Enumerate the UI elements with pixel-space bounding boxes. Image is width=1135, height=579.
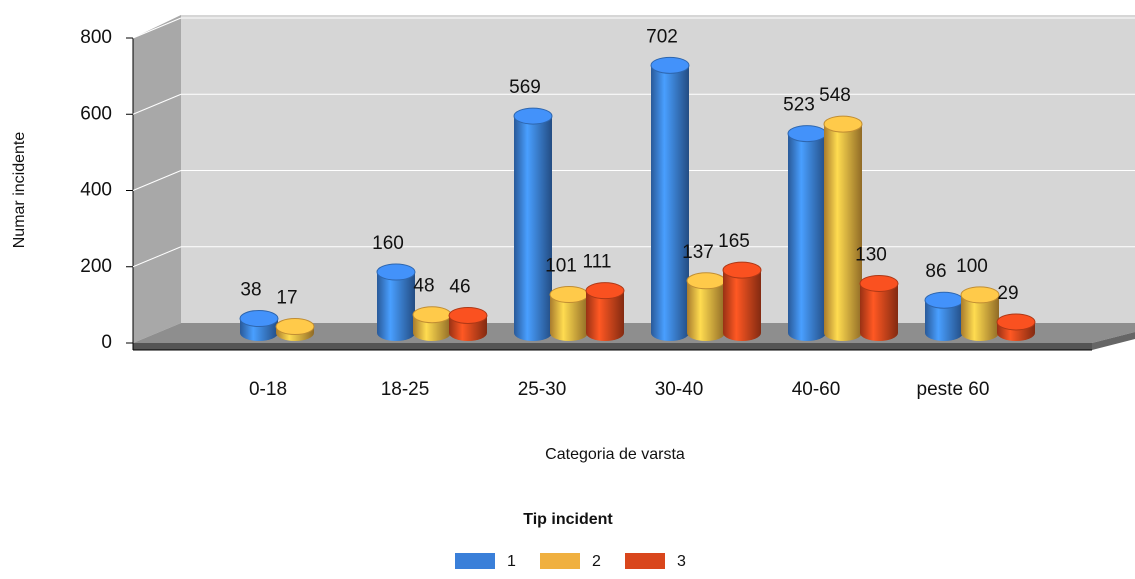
bar-top	[376, 263, 416, 281]
x-tick-label: 40-60	[792, 379, 841, 400]
grid-line	[132, 93, 182, 115]
x-tick-label: 0-18	[249, 379, 287, 400]
data-label: 38	[240, 280, 261, 301]
bar-body	[377, 272, 415, 333]
floor-edge	[133, 343, 1092, 350]
bar-top	[650, 56, 690, 74]
data-label: 569	[509, 77, 541, 98]
data-label: 130	[855, 244, 887, 265]
legend-swatch	[455, 553, 495, 569]
bar-top	[823, 115, 863, 133]
bar	[513, 107, 553, 341]
grid-line	[132, 17, 182, 39]
bar-top	[787, 125, 827, 143]
bar	[960, 286, 1000, 341]
bar	[239, 310, 279, 341]
bar	[787, 125, 827, 341]
data-label: 702	[646, 26, 678, 47]
bar-body	[687, 280, 725, 333]
bar	[859, 274, 899, 341]
y-tick-label: 800	[80, 27, 112, 48]
data-label: 160	[372, 233, 404, 254]
bar-body	[514, 116, 552, 333]
data-label: 101	[545, 256, 577, 277]
y-tick-label: 600	[80, 103, 112, 124]
y-axis-title: Numar incidente	[11, 132, 28, 249]
floor-side	[1092, 332, 1135, 350]
data-label: 29	[997, 283, 1018, 304]
bar	[549, 285, 589, 341]
bar	[650, 56, 690, 341]
bar-body	[824, 124, 862, 333]
left-wall	[133, 15, 181, 343]
x-tick-label: 30-40	[655, 379, 704, 400]
bar	[585, 282, 625, 341]
bar-top	[549, 285, 589, 303]
bar	[996, 313, 1036, 341]
data-label: 523	[783, 95, 815, 116]
y-tick-label: 400	[80, 180, 112, 201]
x-tick-label: 25-30	[518, 379, 567, 400]
grid-line	[132, 246, 182, 268]
legend-swatch	[540, 553, 580, 569]
data-label: 86	[925, 261, 946, 282]
bar	[376, 263, 416, 341]
bar	[722, 261, 762, 341]
bar-body	[651, 65, 689, 334]
data-label: 137	[682, 242, 714, 263]
y-tick-label: 200	[80, 256, 112, 277]
data-label: 17	[276, 288, 297, 309]
legend-title: Tip incident	[523, 511, 613, 528]
bar-top	[412, 306, 452, 324]
data-label: 165	[718, 231, 750, 252]
bar-top	[686, 272, 726, 290]
bar	[448, 306, 488, 341]
data-label: 548	[819, 85, 851, 106]
x-axis-title: Categoria de varsta	[545, 446, 685, 463]
bar-top	[275, 318, 315, 336]
legend-label: 3	[677, 553, 686, 570]
bar-top	[239, 310, 279, 328]
x-tick-label: 18-25	[381, 379, 430, 400]
bar-top	[859, 274, 899, 292]
x-tick-label: peste 60	[917, 379, 990, 400]
bar-top	[924, 291, 964, 309]
bar-top	[960, 286, 1000, 304]
bar-body	[723, 270, 761, 333]
legend-label: 2	[592, 553, 601, 570]
bar-top	[448, 306, 488, 324]
bar-top	[585, 282, 625, 300]
bar-body	[788, 133, 826, 333]
data-label: 100	[956, 256, 988, 277]
bar	[686, 272, 726, 341]
bar	[823, 115, 863, 341]
bar	[412, 306, 452, 341]
y-tick-label: 0	[101, 332, 112, 353]
legend-swatch	[625, 553, 665, 569]
data-label: 111	[583, 252, 612, 273]
bar-top	[996, 313, 1036, 331]
bar-top	[722, 261, 762, 279]
data-label: 48	[413, 276, 434, 297]
bar	[275, 318, 315, 341]
legend-label: 1	[507, 553, 516, 570]
data-label: 46	[449, 276, 470, 297]
bar-top	[513, 107, 553, 125]
bar	[924, 291, 964, 341]
grid-line	[132, 170, 182, 191]
